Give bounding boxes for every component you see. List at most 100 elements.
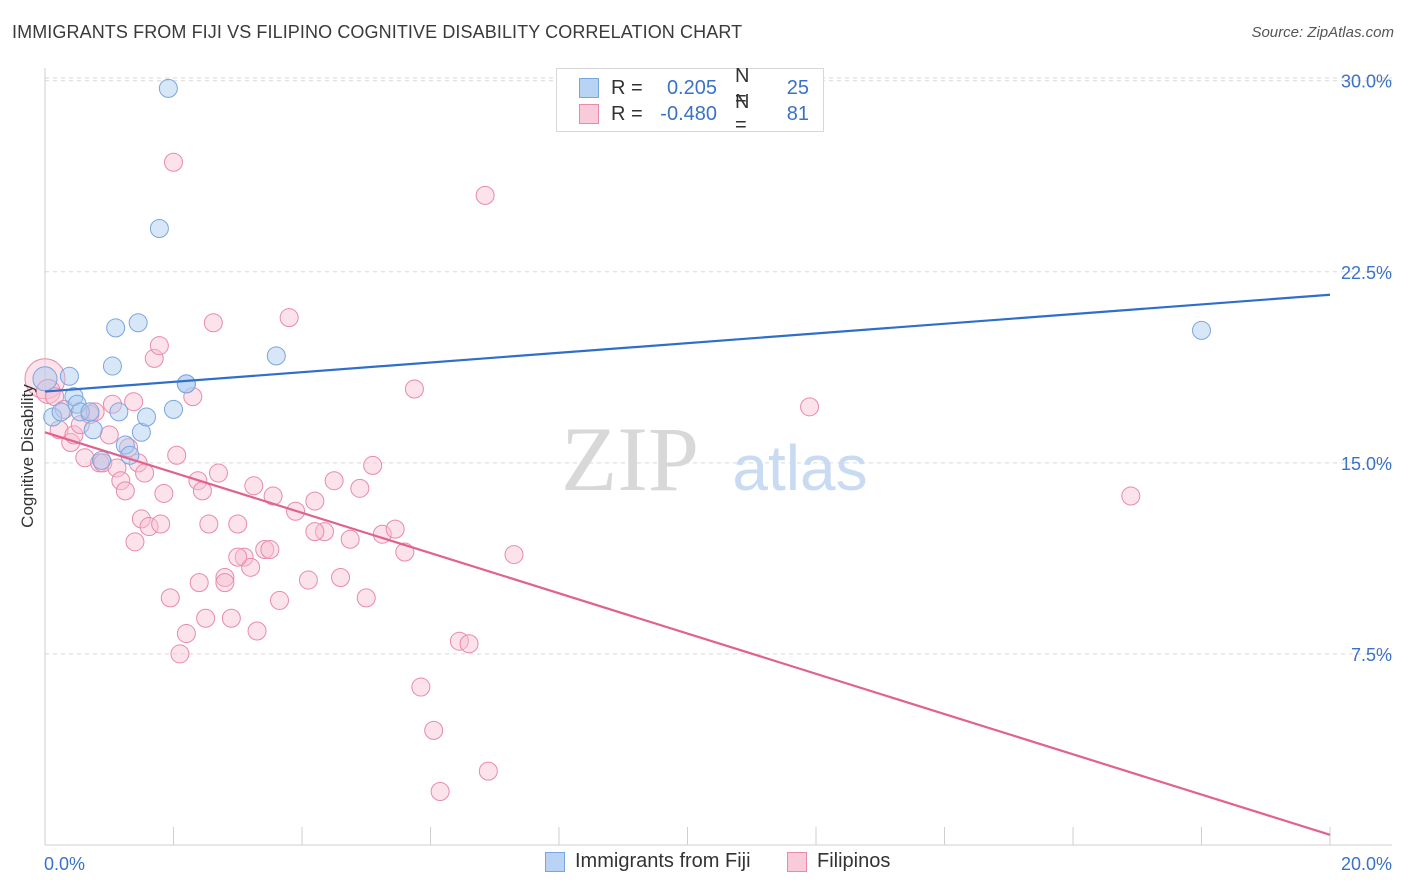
filipino-point bbox=[119, 438, 139, 458]
fiji-point bbox=[176, 374, 196, 394]
filipino-point bbox=[800, 397, 820, 417]
watermark-atlas: atlas bbox=[732, 432, 867, 504]
fiji-point bbox=[266, 346, 286, 366]
fiji-trendline bbox=[44, 293, 1331, 393]
filipino-point bbox=[170, 644, 190, 664]
filipino-trendline bbox=[44, 431, 1331, 836]
fiji-point bbox=[80, 402, 100, 422]
legend-row-filipinos: R = -0.480 N = 81 bbox=[579, 91, 809, 136]
filipino-point bbox=[189, 573, 209, 593]
filipino-point bbox=[234, 547, 254, 567]
filipino-point bbox=[131, 509, 151, 529]
fiji-point bbox=[115, 435, 135, 455]
legend-label-fiji: Immigrants from Fiji bbox=[575, 850, 751, 872]
filipino-point bbox=[99, 425, 119, 445]
filipino-point bbox=[270, 590, 290, 610]
filipino-point bbox=[183, 387, 203, 407]
trendlines bbox=[44, 293, 1331, 836]
filipino-point bbox=[215, 568, 235, 588]
fiji-point bbox=[102, 356, 122, 376]
filipino-point bbox=[203, 313, 223, 333]
filipino-point bbox=[478, 761, 498, 781]
filipino-point bbox=[24, 358, 66, 400]
filipino-point bbox=[196, 608, 216, 628]
filipino-point bbox=[504, 545, 524, 565]
filipino-point bbox=[160, 588, 180, 608]
filipino-point bbox=[350, 478, 370, 498]
y-tick-label: 30.0% bbox=[1341, 72, 1392, 92]
legend-n-label: N = bbox=[735, 91, 750, 136]
filipino-point bbox=[340, 529, 360, 549]
legend-item-filipinos[interactable]: Filipinos bbox=[787, 850, 890, 873]
filipino-point bbox=[135, 463, 155, 483]
legend-swatch-filipinos bbox=[787, 851, 807, 872]
filipino-point bbox=[208, 463, 228, 483]
filipino-point bbox=[1121, 486, 1141, 506]
legend-r-value: 0.205 bbox=[666, 76, 717, 99]
fiji-point bbox=[149, 218, 169, 238]
fiji-point bbox=[92, 450, 112, 470]
filipino-point bbox=[154, 483, 174, 503]
filipino-point bbox=[128, 453, 148, 473]
fiji-point bbox=[164, 399, 183, 419]
y-tick-label: 22.5% bbox=[1341, 263, 1392, 283]
filipino-point bbox=[244, 476, 264, 496]
filipino-point bbox=[411, 677, 431, 697]
filipino-point bbox=[331, 568, 351, 588]
filipino-point bbox=[167, 445, 187, 465]
fiji-point bbox=[70, 402, 90, 422]
filipino-point bbox=[199, 514, 219, 534]
filipino-point bbox=[241, 557, 261, 577]
filipino-point bbox=[305, 491, 325, 511]
filipino-point bbox=[151, 514, 171, 534]
filipino-point bbox=[54, 399, 74, 419]
filipino-point bbox=[260, 539, 280, 559]
data-points bbox=[24, 78, 1211, 802]
filipino-point bbox=[324, 471, 344, 491]
filipino-point bbox=[125, 532, 145, 552]
fiji-point bbox=[59, 366, 79, 386]
chart-title: IMMIGRANTS FROM FIJI VS FILIPINO COGNITI… bbox=[12, 22, 743, 42]
series-legend: Immigrants from Fiji Filipinos bbox=[0, 850, 1406, 878]
tick-labels: 7.5% 15.0% 22.5% 30.0% 0.0% 20.0% bbox=[44, 72, 1392, 874]
y-axis-label: Cognitive Disability bbox=[18, 384, 37, 528]
fiji-point bbox=[1192, 320, 1211, 340]
x-tick-label: 0.0% bbox=[44, 854, 85, 874]
filipino-point bbox=[314, 522, 334, 542]
filipino-point bbox=[430, 782, 450, 802]
legend-swatch-fiji bbox=[579, 78, 599, 98]
fiji-point bbox=[83, 420, 103, 440]
x-tick-label: 20.0% bbox=[1341, 854, 1392, 874]
filipino-point bbox=[263, 486, 283, 506]
filipino-point bbox=[247, 621, 267, 641]
legend-r-label: R = bbox=[611, 102, 643, 125]
filipino-point bbox=[475, 185, 495, 205]
legend-n-value: 25 bbox=[786, 76, 809, 99]
filipino-point bbox=[164, 152, 183, 172]
fiji-point bbox=[128, 313, 148, 333]
fiji-point bbox=[51, 402, 71, 422]
legend-n-label: N = bbox=[735, 65, 750, 110]
filipino-point bbox=[404, 379, 424, 399]
filipino-point bbox=[356, 588, 376, 608]
filipino-point bbox=[385, 519, 405, 539]
filipino-point bbox=[215, 573, 235, 593]
y-tick-label: 7.5% bbox=[1351, 645, 1392, 665]
fiji-point bbox=[106, 318, 126, 338]
watermark-zip: ZIP bbox=[561, 408, 699, 510]
filipino-point bbox=[124, 392, 144, 412]
filipino-point bbox=[298, 570, 318, 590]
source-label: Source: ZipAtlas.com bbox=[1251, 24, 1394, 41]
fiji-point bbox=[137, 407, 157, 427]
filipino-point bbox=[139, 517, 159, 537]
filipino-point bbox=[221, 608, 241, 628]
fiji-point bbox=[158, 78, 178, 98]
legend-item-fiji[interactable]: Immigrants from Fiji bbox=[545, 850, 751, 873]
filipino-point bbox=[279, 308, 299, 328]
legend-swatch-fiji bbox=[545, 851, 565, 872]
y-tick-label: 15.0% bbox=[1341, 454, 1392, 474]
fiji-point bbox=[131, 422, 151, 442]
legend-label-filipinos: Filipinos bbox=[817, 850, 891, 872]
legend-n-value: 81 bbox=[786, 102, 809, 125]
